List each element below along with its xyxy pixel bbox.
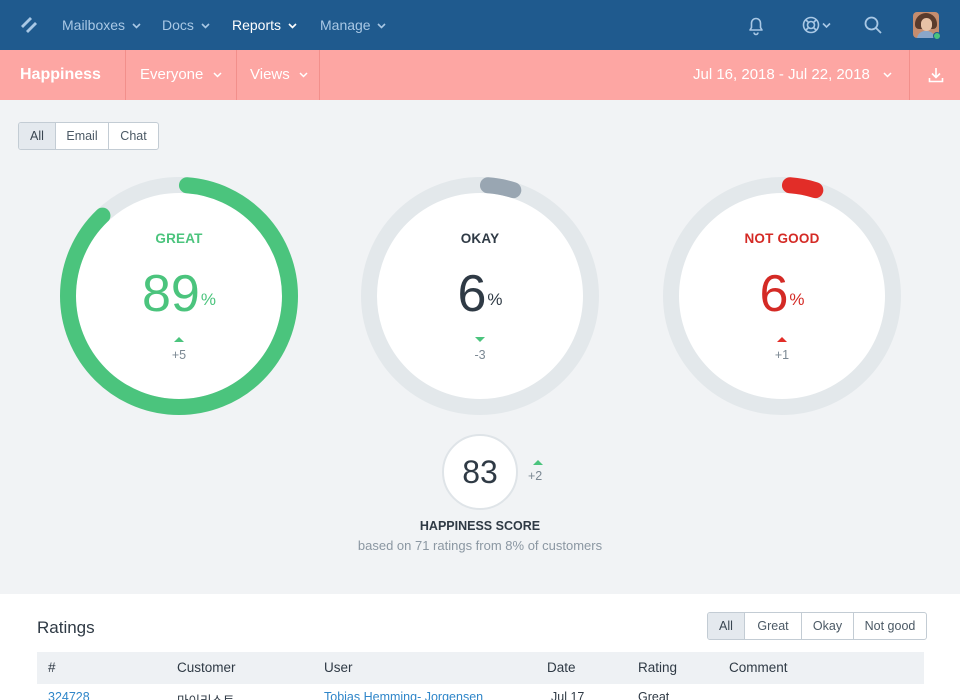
channel-tab-email[interactable]: Email <box>55 123 108 149</box>
views-dropdown[interactable]: Views <box>250 50 308 100</box>
gauge-value: 6% <box>361 265 599 323</box>
gauge-label: NOT GOOD <box>744 231 820 246</box>
row-conversation-id[interactable]: 324728 <box>48 690 90 700</box>
divider <box>125 50 126 100</box>
gauge-delta: -3 <box>474 348 486 362</box>
happiness-score-title: HAPPINESS SCORE <box>419 519 541 533</box>
chevron-down-icon <box>377 23 387 29</box>
nav-manage[interactable]: Manage <box>320 0 387 50</box>
column-header-rating[interactable]: Rating <box>638 660 678 675</box>
column-header-user[interactable]: User <box>324 660 353 675</box>
happiness-score-delta: +2 <box>528 469 543 483</box>
rating-filter-okay[interactable]: Okay <box>801 613 853 639</box>
channel-tab-all[interactable]: All <box>19 123 55 149</box>
gauge-progress-arc <box>361 177 599 415</box>
nav-manage-label: Manage <box>320 17 371 33</box>
gauge-great: GREAT 89% +5 <box>60 177 298 415</box>
gauge-unit: % <box>789 290 805 309</box>
date-range-picker[interactable]: Jul 16, 2018 - Jul 22, 2018 <box>693 50 892 100</box>
nav-reports-label: Reports <box>232 17 282 33</box>
chevron-down-icon <box>883 72 892 78</box>
gauge-value: 6% <box>663 265 901 323</box>
online-status-indicator <box>933 32 941 40</box>
bell-icon[interactable] <box>745 14 767 36</box>
row-user[interactable]: Tobias Hemming- Jorgensen <box>324 690 484 700</box>
nav-mailboxes[interactable]: Mailboxes <box>62 0 141 50</box>
rating-filter-not-good[interactable]: Not good <box>853 613 926 639</box>
trend-up-icon <box>777 337 787 342</box>
gauge-not-good: NOT GOOD 6% +1 <box>663 177 901 415</box>
audience-filter-label: Everyone <box>140 66 204 83</box>
ratings-panel: Ratings All Great Okay Not good # Custom… <box>0 594 960 700</box>
report-header: Happiness Everyone Views Jul 16, 2018 - … <box>0 50 960 100</box>
chevron-down-icon <box>132 23 141 29</box>
chevron-down-icon <box>213 72 222 78</box>
search-icon[interactable] <box>862 14 884 36</box>
column-header-comment[interactable]: Comment <box>729 660 788 675</box>
nav-docs[interactable]: Docs <box>162 0 210 50</box>
gauge-number: 6 <box>457 265 487 323</box>
nav-mailboxes-label: Mailboxes <box>62 17 126 33</box>
download-icon[interactable] <box>927 66 945 84</box>
divider <box>236 50 237 100</box>
column-header-date[interactable]: Date <box>547 660 576 675</box>
gauge-ring <box>663 177 901 415</box>
gauge-value: 89% <box>60 265 298 323</box>
chevron-down-icon <box>201 23 210 29</box>
gauge-number: 89 <box>142 265 200 323</box>
column-header-customer[interactable]: Customer <box>177 660 236 675</box>
gauge-delta: +1 <box>774 348 790 362</box>
rating-filter-great[interactable]: Great <box>744 613 801 639</box>
happiness-score-subtitle: based on 71 ratings from 8% of customers <box>357 538 603 553</box>
views-label: Views <box>250 66 290 83</box>
chevron-down-icon <box>299 72 308 78</box>
top-navigation: Mailboxes Docs Reports Manage <box>0 0 960 50</box>
column-header-id[interactable]: # <box>48 660 56 675</box>
divider <box>909 50 910 100</box>
gauge-delta: +5 <box>171 348 187 362</box>
row-rating: Great <box>638 690 670 700</box>
helpscout-logo-icon[interactable] <box>18 14 40 36</box>
help-lifebuoy-icon[interactable] <box>801 14 833 36</box>
gauge-label: GREAT <box>155 231 203 246</box>
channel-filter: All Email Chat <box>18 122 159 150</box>
chevron-down-icon <box>288 23 297 29</box>
trend-up-icon <box>174 337 184 342</box>
date-range-label: Jul 16, 2018 - Jul 22, 2018 <box>693 66 870 83</box>
ratings-title: Ratings <box>37 618 95 637</box>
ratings-table-header: # Customer User Date Rating Comment <box>37 652 924 684</box>
nav-reports[interactable]: Reports <box>232 0 297 50</box>
gauge-ring <box>361 177 599 415</box>
happiness-score-value: 83 <box>442 434 518 510</box>
gauge-unit: % <box>200 290 216 309</box>
report-title: Happiness <box>20 66 101 83</box>
gauge-okay: OKAY 6% -3 <box>361 177 599 415</box>
nav-docs-label: Docs <box>162 17 194 33</box>
row-customer: 마이리스트 <box>177 690 235 700</box>
audience-filter-dropdown[interactable]: Everyone <box>140 50 222 100</box>
rating-filter-all[interactable]: All <box>708 613 744 639</box>
row-date: Jul 17 <box>551 690 585 700</box>
gauge-unit: % <box>487 290 503 309</box>
user-avatar[interactable] <box>913 12 939 38</box>
channel-tab-chat[interactable]: Chat <box>108 123 158 149</box>
gauge-number: 6 <box>759 265 789 323</box>
gauge-ring <box>60 177 298 415</box>
divider <box>319 50 320 100</box>
rating-filter: All Great Okay Not good <box>707 612 927 640</box>
gauge-label: OKAY <box>460 231 500 246</box>
trend-up-icon <box>533 460 543 465</box>
gauge-progress-arc <box>60 177 298 415</box>
gauge-progress-arc <box>663 177 901 415</box>
trend-down-icon <box>475 337 485 342</box>
